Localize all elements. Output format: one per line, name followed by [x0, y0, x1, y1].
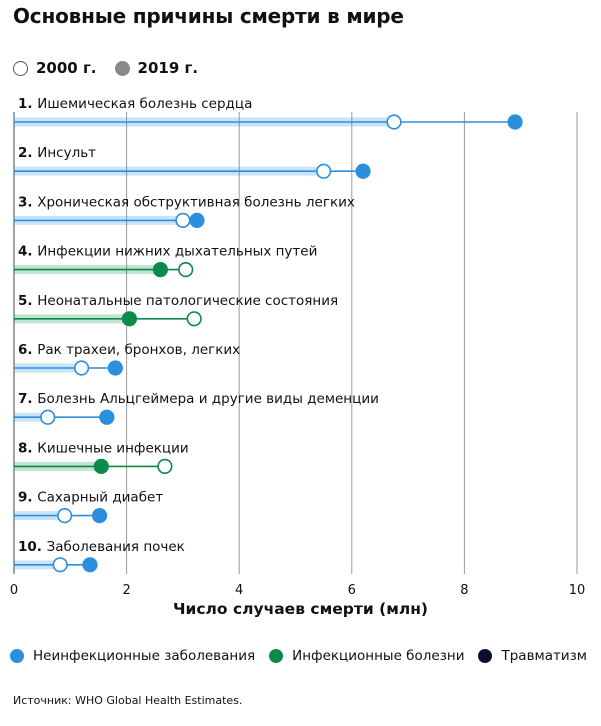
legend-dot-injuries	[478, 649, 493, 663]
point-2000	[40, 409, 56, 425]
legend-item-injuries: Травматизм	[478, 648, 587, 664]
point-2019	[91, 507, 108, 524]
legend-item-2019: 2019 г.	[114, 59, 199, 77]
point-2019	[189, 212, 205, 228]
legend-label-noncommunicable: Неинфекционные заболевания	[33, 648, 256, 664]
category-label: 5. Неонатальные патологические состояния	[18, 293, 338, 309]
x-tick-label: 10	[569, 583, 586, 598]
point-2000	[157, 458, 173, 475]
category-label: 6. Рак трахеи, бронхов, легких	[18, 342, 240, 358]
legend-marker-open	[13, 60, 28, 76]
legend-marker-filled	[114, 60, 130, 76]
legend-label-injuries: Травматизм	[501, 648, 587, 664]
point-2000	[73, 360, 90, 376]
legend-dot-noncommunicable	[10, 649, 24, 663]
point-2019	[355, 163, 371, 179]
source-note: Источник: WHO Global Health Estimates.	[13, 694, 243, 707]
group-legend: Неинфекционные заболевания Инфекционные …	[10, 648, 601, 664]
legend-label-2019: 2019 г.	[137, 59, 199, 77]
point-2019	[82, 557, 98, 573]
category-label: 10. Заболевания почек	[18, 539, 185, 555]
legend-item-noncommunicable: Неинфекционные заболевания	[10, 648, 255, 664]
point-2019	[152, 262, 168, 278]
legend-item-infectious: Инфекционные болезни	[269, 648, 464, 664]
chart-title: Основные причины смерти в мире	[13, 4, 404, 28]
point-2000	[386, 114, 402, 130]
point-2019	[93, 458, 109, 474]
category-label: 3. Хроническая обструктивная болезнь лег…	[18, 194, 355, 210]
category-label: 4. Инфекции нижних дыхательных путей	[18, 244, 317, 260]
category-label: 7. Болезнь Альцгеймера и другие виды дем…	[18, 391, 379, 407]
point-2000	[316, 163, 332, 179]
category-label: 8. Кишечные инфекции	[18, 440, 189, 456]
point-2019	[507, 114, 523, 130]
x-axis-title: Число случаев смерти (млн)	[172, 600, 429, 618]
x-tick-label: 0	[10, 583, 18, 598]
legend-item-2000: 2000 г.	[13, 59, 97, 77]
point-2000	[178, 262, 194, 278]
point-2000	[52, 557, 68, 573]
point-2019	[121, 311, 138, 327]
legend-label-2000: 2000 г.	[36, 59, 97, 77]
year-legend: 2000 г. 2019 г.	[13, 58, 216, 78]
legend-label-infectious: Инфекционные болезни	[292, 648, 465, 664]
category-label: 2. Инсульт	[18, 145, 96, 161]
category-label: 1. Ишемическая болезнь сердца	[18, 96, 252, 112]
point-2019	[99, 409, 115, 425]
x-tick-label: 4	[235, 583, 243, 598]
x-tick-label: 6	[348, 583, 356, 598]
category-label: 9. Сахарный диабет	[18, 490, 163, 506]
x-tick-label: 2	[122, 583, 130, 598]
x-tick-label: 8	[460, 583, 468, 598]
legend-dot-infectious	[269, 649, 284, 663]
point-2000	[186, 311, 202, 327]
point-2000	[57, 507, 73, 524]
point-2000	[175, 212, 191, 228]
point-2019	[107, 360, 123, 376]
